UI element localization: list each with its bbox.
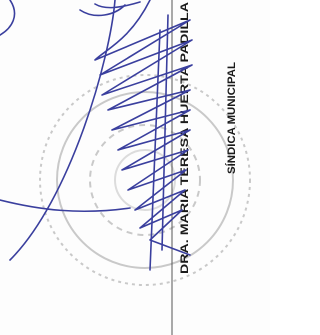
signer-title: SÍNDICA MUNICIPAL	[225, 62, 238, 174]
document-fragment: DRA. MARIA TERESA HUERTA PADILLA SÍNDICA…	[0, 0, 270, 335]
